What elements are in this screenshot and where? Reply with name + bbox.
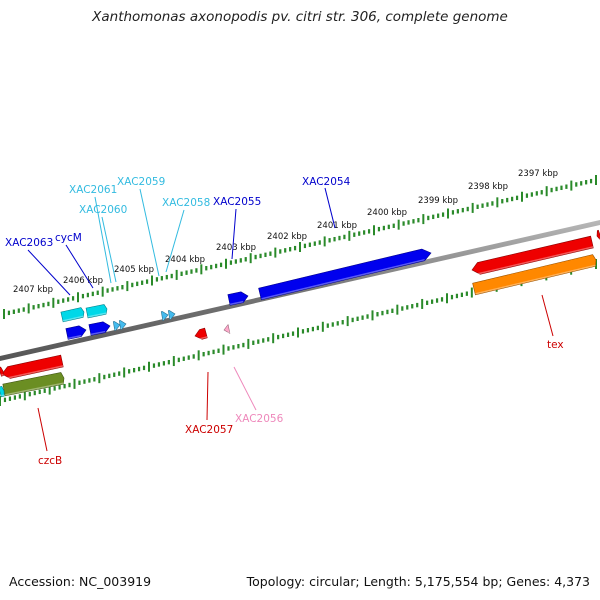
gene-label-XAC2063: XAC2063 [5, 237, 53, 249]
gene-czcB-arrow [2, 372, 65, 397]
kbp-labels: 2397 kbp 2398 kbp 2399 kbp 2400 kbp 2401 kbp… [13, 169, 558, 295]
kbp-label: 2400 kbp [367, 208, 407, 218]
gene-XAC2058b-arrow [167, 310, 176, 320]
gene-label-tex: tex [547, 339, 564, 351]
gene-label-XAC2055: XAC2055 [213, 196, 261, 208]
gene-edge-cyan [0, 386, 5, 398]
gene-cycM-arrow [88, 321, 111, 336]
kbp-label: 2399 kbp [418, 196, 458, 206]
kbp-label: 2406 kbp [63, 276, 103, 286]
accession-text: Accession: NC_003919 [9, 574, 152, 589]
gene-label-XAC2054: XAC2054 [302, 176, 351, 188]
gene-label-XAC2059: XAC2059 [117, 176, 165, 188]
gene-XAC2059-arrow [112, 321, 121, 331]
kbp-label: 2407 kbp [13, 285, 53, 295]
gene-label-XAC2056: XAC2056 [235, 413, 284, 425]
leader-line [231, 208, 237, 260]
kbp-label: 2403 kbp [216, 243, 256, 253]
gene-orange-arrow [472, 254, 597, 296]
gene-edge-red [0, 366, 4, 377]
gene-label-czcB: czcB [38, 455, 62, 467]
gene-label-XAC2061: XAC2061 [69, 184, 117, 196]
kbp-label: 2397 kbp [518, 169, 558, 179]
gene-XAC2058-arrow [160, 311, 169, 321]
leader-line [65, 244, 94, 289]
gene-features [0, 229, 600, 398]
kbp-label: 2401 kbp [317, 221, 357, 231]
leader-line [139, 188, 160, 277]
leader-line [233, 366, 257, 411]
gene-XAC2059b-arrow [118, 320, 127, 330]
gene-XAC2061-arrow [60, 307, 85, 323]
gene-label-cycM: cycM [55, 232, 82, 244]
gene-czcB-red-arrow [1, 354, 64, 379]
leader-line [206, 371, 209, 421]
leader-line [324, 187, 336, 229]
leader-line [94, 196, 112, 284]
gene-XAC2056-arrow [223, 324, 231, 334]
gene-tex-arrow [471, 235, 594, 275]
topology-summary: Topology: circular; Length: 5,175,554 bp… [246, 574, 590, 589]
gene-label-XAC2060: XAC2060 [79, 204, 127, 216]
kbp-label: 2402 kbp [267, 232, 307, 242]
gene-label-XAC2058: XAC2058 [162, 197, 210, 209]
gene-XAC2063-arrow [65, 325, 87, 340]
kbp-label: 2405 kbp [114, 265, 154, 275]
kbp-label: 2404 kbp [165, 255, 205, 265]
gene-label-XAC2057: XAC2057 [185, 424, 233, 436]
leader-line [541, 294, 554, 337]
gene-XAC2057-arrow [194, 327, 208, 340]
gene-XAC2055-arrow [227, 291, 249, 306]
leader-line [37, 407, 48, 452]
genome-title: Xanthomonas axonopodis pv. citri str. 30… [92, 9, 508, 25]
upper-tick-row [3, 175, 597, 319]
kbp-label: 2398 kbp [468, 182, 508, 192]
gene-XAC2054-arrow [258, 248, 432, 301]
leader-line [101, 216, 117, 283]
leader-line [165, 209, 185, 273]
leader-line [27, 249, 71, 296]
gene-XAC2060-arrow [85, 304, 108, 319]
